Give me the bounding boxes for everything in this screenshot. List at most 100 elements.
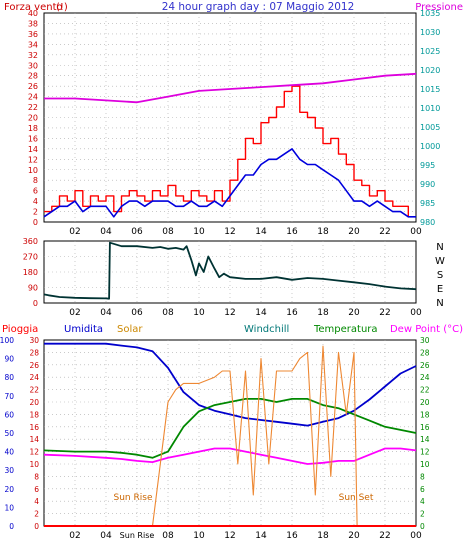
grid-layer xyxy=(44,13,416,526)
humidity-y-tick-label: 50 xyxy=(4,429,14,438)
x-tick-label-p1: 04 xyxy=(100,227,112,237)
x-tick-label-p2: 06 xyxy=(131,308,143,318)
pressure-y-tick-label: 1020 xyxy=(420,66,440,75)
wind-axis-label: Forza vento xyxy=(4,2,63,13)
temperature-right-y-tick-label: 8 xyxy=(420,472,425,481)
x-tick-label-p3: 04 xyxy=(100,531,112,541)
compass-label: E xyxy=(437,284,443,295)
pressure-y-tick-label: 980 xyxy=(420,218,435,227)
pressure-y-tick-label: 1035 xyxy=(420,9,440,18)
pressure-line xyxy=(44,72,417,104)
wind-y-tick-label: 12 xyxy=(28,155,38,164)
series-layer xyxy=(43,72,417,527)
wind-y-tick-label: 30 xyxy=(28,61,38,70)
x-tick-label-p1: 18 xyxy=(317,227,329,237)
legend-windchill: Windchill xyxy=(244,324,289,335)
humidity-y-tick-label: 100 xyxy=(0,336,14,345)
direction-y-tick-label: 270 xyxy=(23,253,38,262)
x-tick-label-p3: 08 xyxy=(162,531,174,541)
wind-y-tick-label: 2 xyxy=(33,208,38,217)
temperature-right-y-tick-label: 28 xyxy=(420,348,430,357)
temperature-right-y-tick-label: 4 xyxy=(420,497,425,506)
humidity-y-tick-label: 10 xyxy=(4,503,14,512)
wind-y-tick-label: 10 xyxy=(28,166,38,175)
humidity-y-tick-label: 40 xyxy=(4,448,14,457)
pressure-y-tick-label: 985 xyxy=(420,199,435,208)
axis-layer: 02 04 06 08 10 12 14 16 18 20 22 000246810121416182… xyxy=(0,9,445,541)
x-tick-label-p3: 00 xyxy=(410,531,422,541)
wind-y-tick-label: 28 xyxy=(28,72,38,81)
x-tick-label-p2: 02 xyxy=(69,308,80,318)
x-tick-label-p1: 22 xyxy=(379,227,390,237)
temperature-right-y-tick-label: 30 xyxy=(420,336,430,345)
temperature-right-y-tick-label: 6 xyxy=(420,485,425,494)
temperature-left-y-tick-label: 0 xyxy=(34,522,39,531)
pressure-y-tick-label: 1030 xyxy=(420,28,440,37)
x-tick-label-p3: 10 xyxy=(193,531,205,541)
wind-y-tick-label: 36 xyxy=(28,30,38,39)
x-tick-label-p1: 12 xyxy=(224,227,235,237)
wind-y-tick-label: 18 xyxy=(28,124,38,133)
temperature-left-y-tick-label: 10 xyxy=(29,460,39,469)
temperature-right-y-tick-label: 0 xyxy=(420,522,425,531)
temperature-right-y-tick-label: 14 xyxy=(420,435,430,444)
x-tick-label-p1: 08 xyxy=(162,227,174,237)
x-tick-label-p3: 14 xyxy=(255,531,267,541)
temperature-left-y-tick-label: 8 xyxy=(34,472,39,481)
x-tick-label-p2: 20 xyxy=(348,308,360,318)
x-tick-label-p3: 16 xyxy=(286,531,298,541)
temperature-right-y-tick-label: 22 xyxy=(420,386,430,395)
x-tick-label-p2: 04 xyxy=(100,308,112,318)
x-tick-label-p2: 14 xyxy=(255,308,267,318)
humidity-line xyxy=(44,342,417,427)
temperature-right-y-tick-label: 16 xyxy=(420,423,430,432)
x-tick-label-p2: 00 xyxy=(410,308,422,318)
sun-rise-annotation: Sun Rise xyxy=(114,493,153,503)
x-tick-label-p2: 22 xyxy=(379,308,390,318)
pressure-y-tick-label: 1000 xyxy=(420,142,440,151)
temperature-right-y-tick-label: 10 xyxy=(420,460,430,469)
temperature-right-y-tick-label: 2 xyxy=(420,510,425,519)
x-tick-label-p1: 14 xyxy=(255,227,267,237)
wind-y-tick-label: 38 xyxy=(28,19,38,28)
x-tick-label-p3: 20 xyxy=(348,531,360,541)
x-tick-label-p2: 16 xyxy=(286,308,298,318)
dewpoint-line xyxy=(43,447,417,465)
wind-y-tick-label: 14 xyxy=(28,145,38,154)
legend-pioggia: Pioggia xyxy=(2,324,38,335)
humidity-y-tick-label: 90 xyxy=(4,355,14,364)
x-tick-label-p1: 00 xyxy=(410,227,422,237)
temperature-left-y-tick-label: 30 xyxy=(29,336,39,345)
chart-title: 24 hour graph day : 07 Maggio 2012 xyxy=(162,1,355,13)
pressure-y-tick-label: 990 xyxy=(420,180,435,189)
temperature-line xyxy=(43,398,417,459)
temperature-right-y-tick-label: 18 xyxy=(420,410,430,419)
x-tick-label-p3: 12 xyxy=(224,531,235,541)
x-tick-label-p3: 02 xyxy=(69,531,80,541)
humidity-y-tick-label: 60 xyxy=(4,410,14,419)
compass-label: S xyxy=(437,270,443,281)
x-tick-label-p1: 20 xyxy=(348,227,360,237)
temperature-right-y-tick-label: 12 xyxy=(420,448,430,457)
humidity-y-tick-label: 80 xyxy=(4,373,14,382)
temperature-left-y-tick-label: 2 xyxy=(34,510,39,519)
pressure-axis-label: Pressione xyxy=(415,2,463,13)
temperature-right-y-tick-label: 24 xyxy=(420,373,430,382)
x-tick-label-p3: Sun Rise xyxy=(120,531,155,540)
x-tick-label-p2: 18 xyxy=(317,308,329,318)
pressure-y-tick-label: 1025 xyxy=(420,47,440,56)
temperature-left-y-tick-label: 24 xyxy=(29,373,39,382)
temperature-left-y-tick-label: 28 xyxy=(29,348,39,357)
temperature-left-y-tick-label: 18 xyxy=(29,410,39,419)
temperature-left-y-tick-label: 6 xyxy=(34,485,39,494)
wind-y-tick-label: 0 xyxy=(33,218,38,227)
sun-set-annotation: Sun Set xyxy=(339,493,374,503)
direction-y-tick-label: 0 xyxy=(33,299,38,308)
wind-y-tick-label: 4 xyxy=(33,197,38,206)
x-tick-label-p1: 16 xyxy=(286,227,298,237)
direction-y-tick-label: 180 xyxy=(23,268,38,277)
wind-y-tick-label: 22 xyxy=(28,103,38,112)
humidity-y-tick-label: 30 xyxy=(4,466,14,475)
x-tick-label-p2: 10 xyxy=(193,308,205,318)
